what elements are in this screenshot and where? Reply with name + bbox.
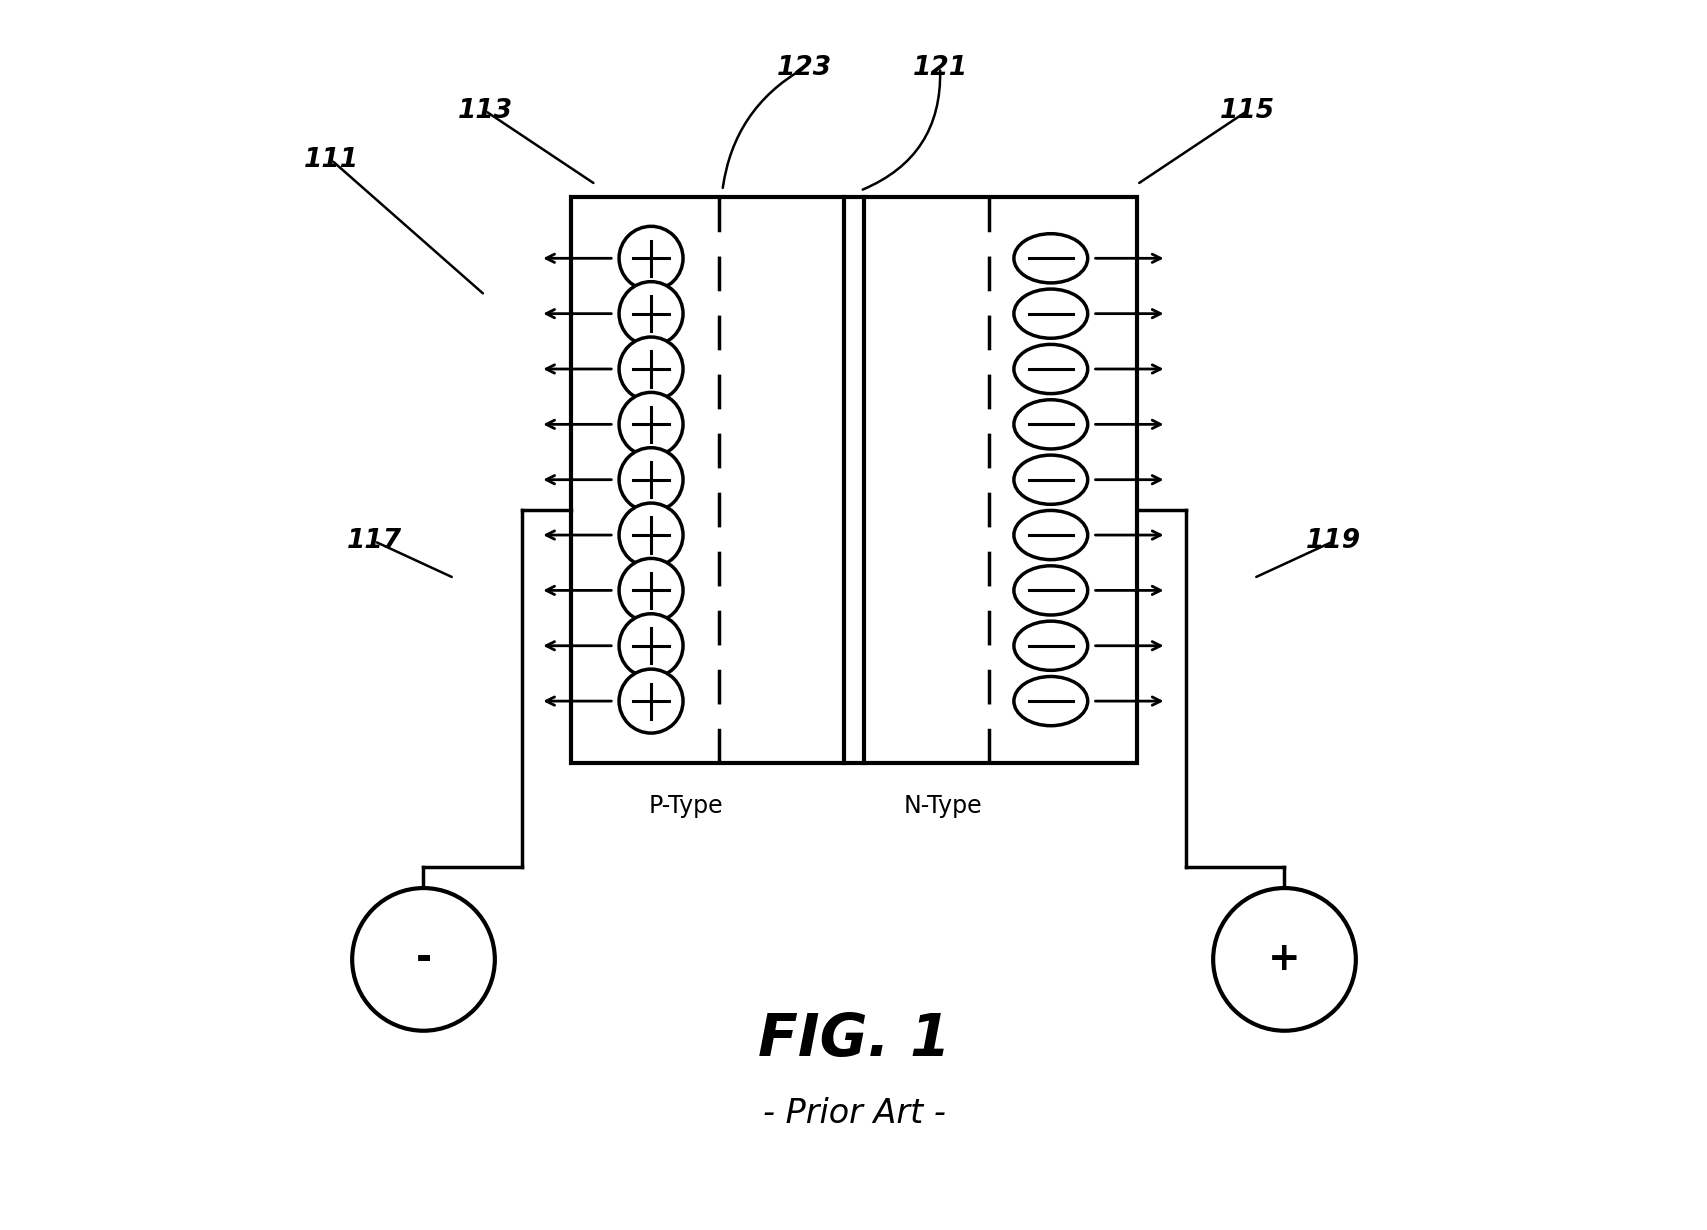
Text: N-Type: N-Type — [903, 793, 982, 818]
Text: 121: 121 — [912, 54, 968, 81]
Text: 111: 111 — [304, 146, 358, 173]
Text: +: + — [1267, 941, 1301, 978]
Circle shape — [1212, 888, 1355, 1031]
Circle shape — [618, 337, 683, 401]
Circle shape — [618, 392, 683, 456]
Bar — [570, 197, 1137, 763]
Ellipse shape — [1014, 676, 1087, 726]
Text: - Prior Art -: - Prior Art - — [761, 1097, 946, 1129]
Text: 115: 115 — [1219, 97, 1275, 124]
Ellipse shape — [1014, 289, 1087, 338]
Ellipse shape — [1014, 621, 1087, 670]
Circle shape — [352, 888, 495, 1031]
Text: -: - — [415, 941, 432, 978]
Text: 113: 113 — [457, 97, 512, 124]
Circle shape — [618, 448, 683, 512]
Circle shape — [618, 282, 683, 346]
Ellipse shape — [1014, 344, 1087, 394]
FancyArrowPatch shape — [862, 70, 939, 189]
Text: FIG. 1: FIG. 1 — [758, 1011, 949, 1068]
Circle shape — [618, 503, 683, 567]
Text: 117: 117 — [347, 528, 401, 555]
FancyArrowPatch shape — [722, 69, 802, 188]
Ellipse shape — [1014, 566, 1087, 615]
Ellipse shape — [1014, 400, 1087, 449]
Text: P-Type: P-Type — [647, 793, 722, 818]
Ellipse shape — [1014, 234, 1087, 283]
Text: 119: 119 — [1306, 528, 1360, 555]
Circle shape — [618, 669, 683, 733]
Text: 123: 123 — [777, 54, 831, 81]
Ellipse shape — [1014, 455, 1087, 504]
Ellipse shape — [1014, 510, 1087, 560]
Circle shape — [618, 614, 683, 678]
Circle shape — [618, 226, 683, 290]
Circle shape — [618, 558, 683, 622]
